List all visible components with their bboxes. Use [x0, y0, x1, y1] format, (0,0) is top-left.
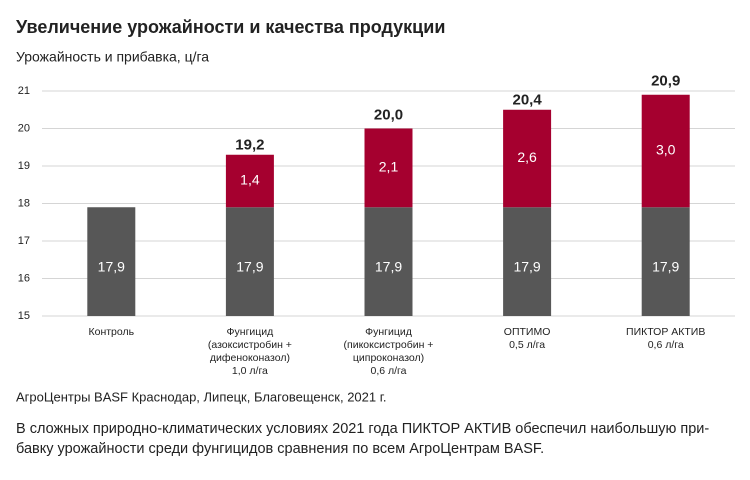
total-label: 20,9 [651, 73, 680, 90]
source-note: АгроЦентры BASF Краснодар, Липецк, Благо… [16, 389, 387, 404]
y-tick-label: 17 [18, 235, 30, 247]
data-label: 3,0 [656, 142, 676, 158]
x-tick-label: 0,6 л/га [648, 339, 684, 351]
footer-line: В сложных природно-климатических условия… [16, 421, 709, 437]
y-tick-label: 19 [18, 160, 30, 172]
y-tick-label: 15 [18, 310, 30, 322]
chart-title: Увеличение урожайности и качества продук… [16, 17, 445, 37]
x-tick-label: (пикоксистробин + [344, 339, 434, 351]
x-tick-label: Фунгицид [365, 326, 412, 338]
data-label: 17,9 [652, 258, 679, 274]
bar-segment [225, 207, 274, 316]
bar-segment [225, 154, 274, 208]
data-label: 2,1 [379, 159, 399, 175]
data-label: 17,9 [236, 258, 263, 274]
data-label: 17,9 [513, 258, 540, 274]
y-tick-label: 20 [18, 122, 30, 134]
y-axis-label: Урожайность и прибавка, ц/га [16, 49, 209, 65]
x-tick-label: 1,0 л/га [232, 365, 268, 377]
y-tick-label: 16 [18, 272, 30, 284]
total-label: 19,2 [235, 136, 264, 153]
bar-segment [364, 207, 413, 316]
total-label: 20,0 [374, 106, 403, 123]
footer-line: бавку урожайности среди фунгицидов сравн… [16, 441, 544, 457]
x-tick-label: дифеноконазол) [210, 352, 290, 364]
data-label: 17,9 [375, 258, 402, 274]
data-label: 1,4 [240, 172, 260, 188]
x-tick-label: ПИКТОР АКТИВ [626, 326, 705, 338]
bar-segment [503, 109, 552, 208]
x-tick-label: 0,5 л/га [509, 339, 545, 351]
total-label: 20,4 [512, 91, 542, 108]
x-tick-label: ципроконазол) [353, 352, 424, 364]
x-tick-label: 0,6 л/га [371, 365, 407, 377]
x-tick-label: Фунгицид [227, 326, 274, 338]
x-tick-label: (азоксистробин + [208, 339, 292, 351]
bar-segment [641, 94, 690, 208]
bar-segment [503, 207, 552, 316]
y-tick-label: 21 [18, 85, 30, 97]
x-tick-label: Контроль [88, 326, 134, 338]
data-label: 17,9 [98, 258, 125, 274]
bar-segment [364, 128, 413, 208]
y-tick-label: 18 [18, 197, 30, 209]
bar-segment [641, 207, 690, 316]
bar-segment [87, 207, 136, 316]
data-label: 2,6 [517, 149, 537, 165]
x-tick-label: ОПТИМО [504, 326, 551, 338]
